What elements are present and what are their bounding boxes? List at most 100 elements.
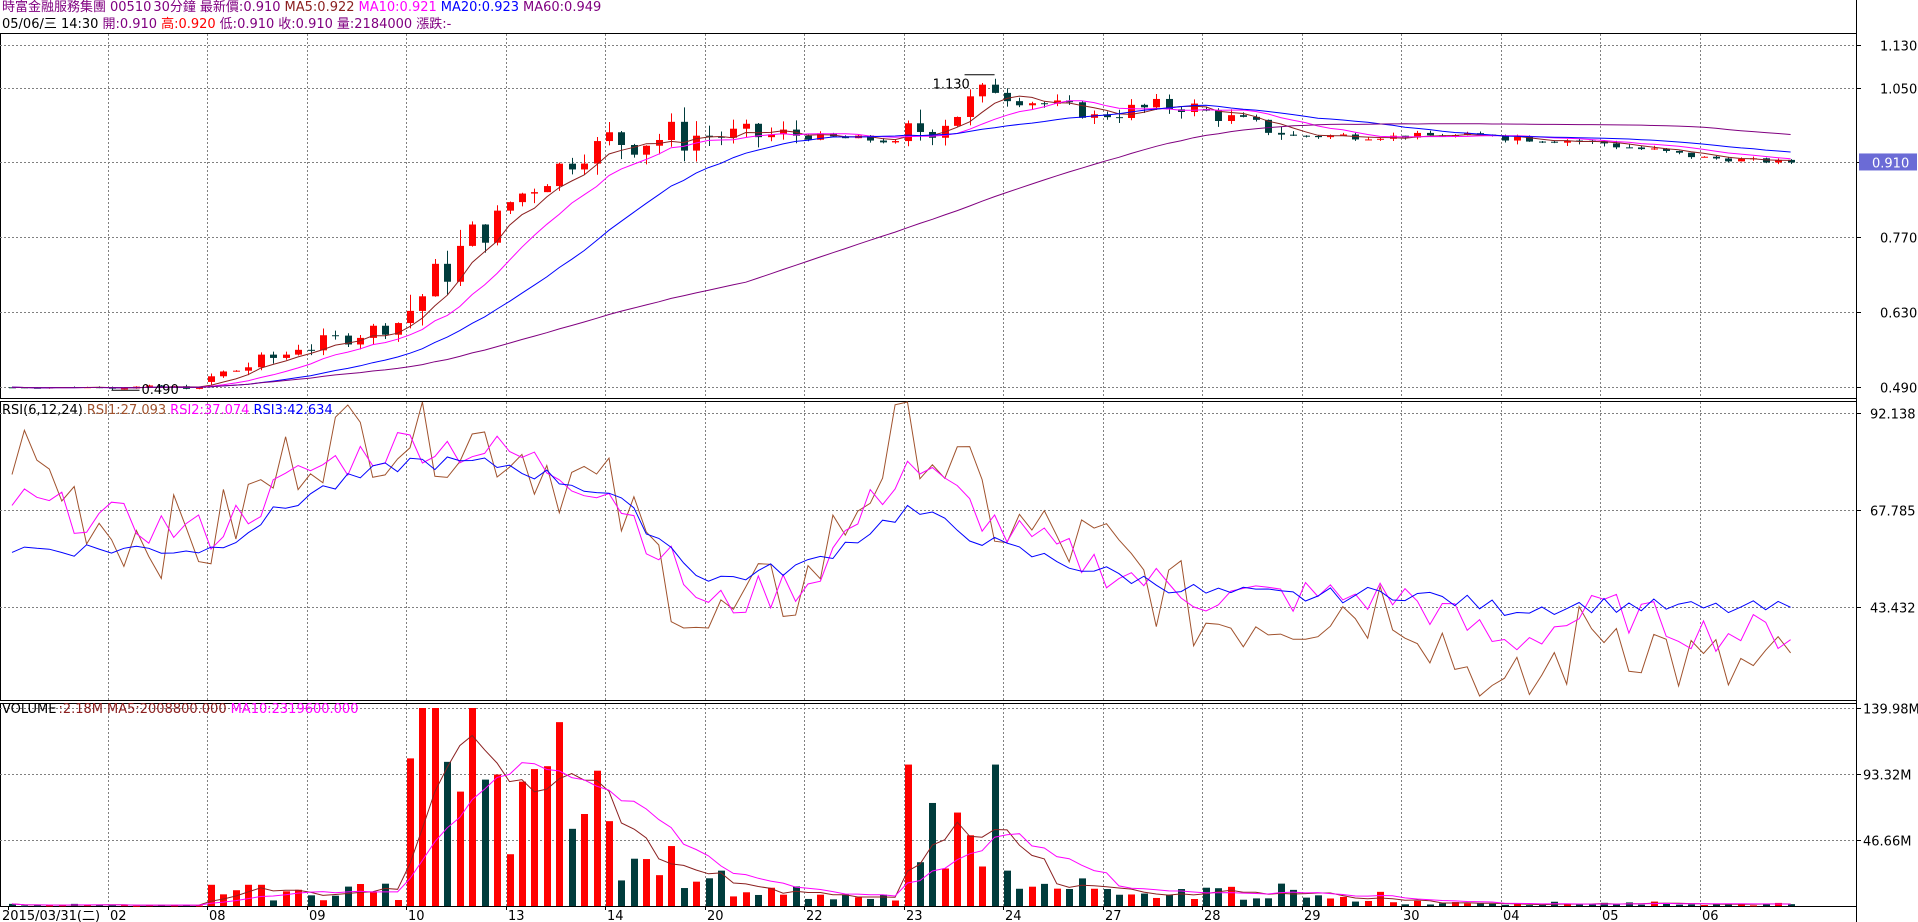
candle-body — [967, 96, 974, 117]
candle-body — [544, 186, 551, 193]
volume-bar — [1141, 893, 1148, 906]
candle-body — [817, 133, 824, 140]
volume-bar — [245, 884, 252, 906]
volume-bar — [929, 802, 936, 906]
candle-body — [1526, 136, 1533, 142]
volume-bar — [432, 708, 439, 906]
volume-bar — [1676, 904, 1683, 906]
date-time: 05/06/三 14:30 — [2, 17, 99, 32]
candle-body — [1315, 135, 1322, 138]
low-value: 0.910 — [237, 17, 275, 32]
high-value: 0.920 — [178, 17, 216, 32]
candle-body — [1278, 132, 1285, 135]
volume-bar — [1688, 904, 1695, 906]
vol-ma10-value: 2319600.000 — [271, 702, 359, 717]
candle-body — [345, 335, 352, 345]
volume-bar — [21, 905, 28, 907]
candle-body — [867, 135, 874, 141]
rsi-title: RSI(6,12,24) — [2, 403, 83, 418]
candle-body — [531, 192, 538, 194]
candle-body — [1303, 135, 1310, 137]
candle-body — [656, 139, 663, 146]
price-tick-label: 0.630 — [1880, 307, 1917, 322]
volume-tick-label: 93.32M — [1863, 769, 1911, 784]
volume-label: 量: — [336, 17, 355, 32]
volume-bar — [171, 905, 178, 907]
volume-bar — [332, 895, 339, 906]
rsi1-label: RSI1: — [86, 403, 121, 418]
candle-body — [444, 263, 451, 282]
volume-ma10-line — [11, 762, 1791, 906]
volume-bar — [743, 892, 750, 906]
candle-body — [643, 145, 650, 155]
candle-body — [482, 224, 489, 243]
candle-body — [220, 371, 227, 377]
date-label: 29 — [1304, 909, 1321, 922]
candle-body — [730, 128, 737, 138]
candle-body — [1626, 147, 1633, 149]
volume-bar — [1128, 894, 1135, 906]
volume-bar — [46, 905, 53, 907]
volume-bar — [109, 905, 116, 907]
candle-body — [1464, 133, 1471, 135]
volume-bar — [668, 846, 675, 906]
candle-body — [320, 335, 327, 351]
volume-panel — [9, 708, 1795, 907]
volume-bar — [967, 835, 974, 906]
ma20-value: 0.923 — [481, 0, 520, 15]
volume-bar — [1576, 904, 1583, 906]
candle-body — [245, 367, 252, 371]
volume-bar — [395, 900, 402, 906]
volume-bar — [805, 898, 812, 906]
volume-bar — [1589, 904, 1596, 906]
open-value: 0.910 — [119, 17, 158, 32]
candle-body — [1638, 147, 1645, 150]
volume-bar — [656, 875, 663, 906]
volume-bar — [1514, 904, 1521, 906]
price-tick-label: 0.770 — [1880, 232, 1917, 247]
candle-body — [743, 123, 750, 129]
date-label: 06 — [1702, 909, 1719, 922]
candle-body — [1215, 110, 1222, 122]
volume-bar — [1352, 901, 1359, 906]
candle-body — [681, 121, 688, 151]
rsi-tick-label: 92.138 — [1870, 408, 1916, 423]
volume-bar — [1016, 888, 1023, 906]
candle-body — [34, 387, 41, 389]
volume-bar — [1402, 904, 1409, 906]
date-label: 22 — [806, 909, 823, 922]
candle-body — [457, 245, 464, 282]
candle-body — [1613, 143, 1620, 148]
candle-body — [1651, 148, 1658, 150]
candle-body — [917, 123, 924, 132]
rsi1-value: 27.093 — [120, 403, 167, 418]
candle-body — [432, 263, 439, 297]
candle-body — [1066, 100, 1073, 103]
rsi-tick-label: 67.785 — [1870, 505, 1916, 520]
date-label: 09 — [309, 909, 326, 922]
candle-body — [1713, 156, 1720, 159]
volume-bar — [494, 774, 501, 906]
date-label: 30 — [1403, 909, 1420, 922]
volume-bar — [979, 866, 986, 906]
price-tick-label: 1.050 — [1880, 83, 1917, 98]
date-label: 08 — [209, 909, 226, 922]
candle-body — [706, 135, 713, 137]
change-label: 漲跌: — [416, 17, 447, 32]
volume-bar — [1166, 894, 1173, 906]
candle-body — [1016, 101, 1023, 106]
candle-body — [382, 325, 389, 335]
ma60-value: 0.949 — [564, 0, 602, 15]
volume-tick-label: 139.98M — [1863, 703, 1918, 718]
volume-bar — [1153, 897, 1160, 906]
volume-bar — [357, 884, 364, 906]
interval: 30分鐘 — [153, 0, 196, 15]
close-value: 0.910 — [295, 17, 333, 32]
volume-bar — [121, 905, 128, 907]
volume-bar — [643, 859, 650, 906]
panel-border — [0, 703, 1857, 907]
candle-body — [1104, 114, 1111, 118]
panel-border — [0, 401, 1857, 701]
date-label: 28 — [1204, 909, 1221, 922]
chart-axes: 1.130 1.050 0.910 0.770 0.630 0.490 92.138 67.7… — [2, 40, 1918, 922]
